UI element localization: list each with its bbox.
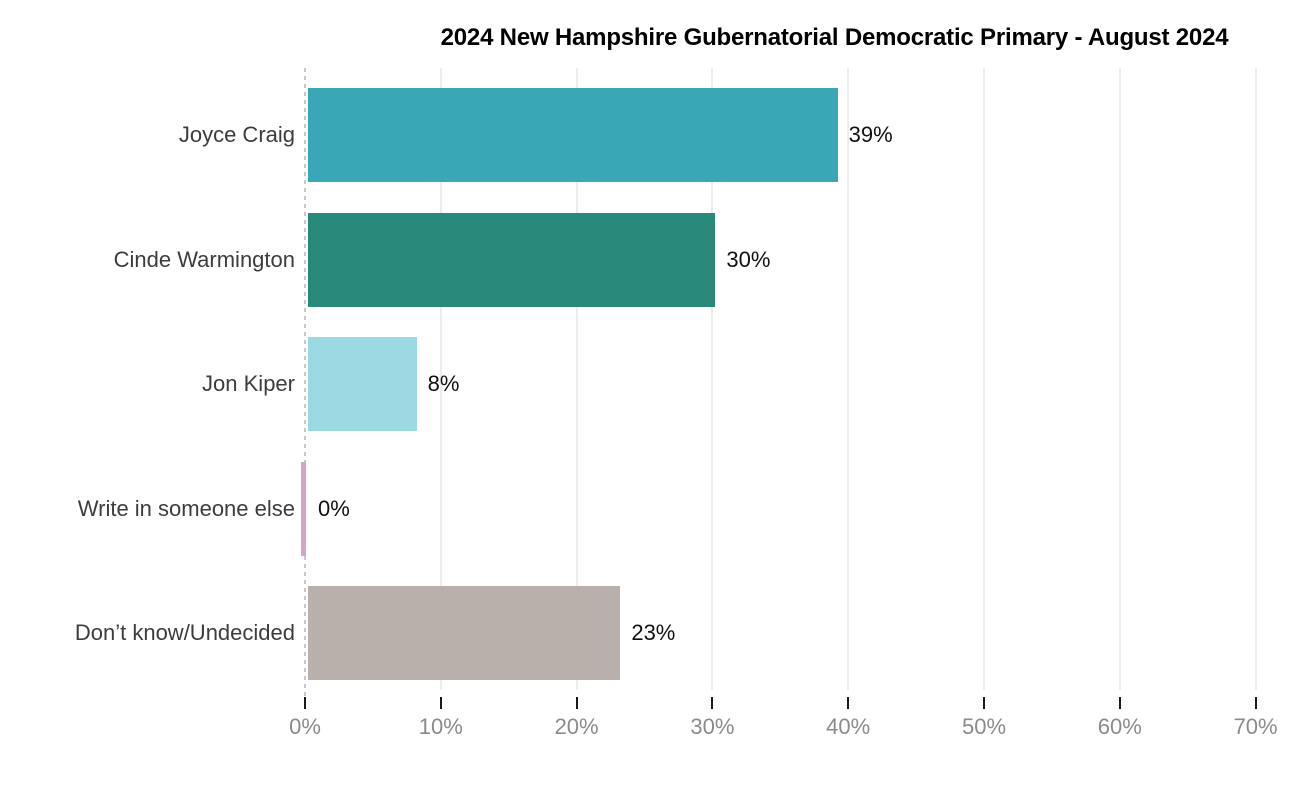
axis-tick (439, 697, 442, 709)
axis-tick-label: 60% (1097, 714, 1142, 739)
bar-jon-kiper (308, 337, 417, 431)
value-label-jon-kiper: 8% (427, 371, 460, 396)
axis-tick (711, 697, 714, 709)
axis-tick (304, 697, 306, 709)
plot-area: 39% 30% 8% 0% 23% (301, 68, 1290, 697)
category-label-jon-kiper: Jon Kiper (202, 371, 295, 396)
axis-tick (575, 697, 578, 709)
value-label-joyce-craig: 39% (848, 122, 893, 147)
value-label-don-t-know-undecided: 23% (631, 620, 676, 645)
category-label-don-t-know-undecided: Don’t know/Undecided (74, 620, 295, 645)
axis-tick-label: 20% (554, 714, 599, 739)
gridline-30% (711, 68, 714, 690)
gridline-10% (439, 68, 442, 690)
axis-tick (1254, 697, 1257, 709)
axis-tick-label: 70% (1233, 714, 1278, 739)
axis-tick-label: 10% (418, 714, 463, 739)
zero-axis-line (304, 68, 306, 697)
chart-title: 2024 New Hampshire Gubernatorial Democra… (440, 24, 1229, 51)
category-label-write-in-someone-else: Write in someone else (77, 495, 295, 521)
gridline-50% (983, 68, 985, 690)
bar-write-in-someone-else (301, 461, 306, 556)
category-label-joyce-craig: Joyce Craig (178, 122, 295, 147)
axis-tick (847, 697, 850, 709)
category-label-cinde-warmington: Cinde Warmington (113, 246, 295, 272)
category-axis: Joyce Craig Cinde Warmington Jon Kiper Writ… (0, 68, 295, 690)
axis-tick-label: 50% (961, 714, 1007, 739)
x-axis: 0% 10% 20% 30% 40% 50% 60% 70% (289, 697, 1290, 767)
axis-tick (1118, 697, 1121, 709)
gridline-40% (847, 68, 850, 690)
axis-tick-label: 0% (289, 714, 321, 739)
value-label-write-in-someone-else: 0% (318, 495, 350, 521)
axis-tick (983, 697, 985, 709)
value-label-cinde-warmington: 30% (726, 246, 771, 272)
gridline-20% (575, 68, 578, 690)
axis-tick-label: 40% (826, 714, 871, 739)
bar-joyce-craig (308, 88, 838, 182)
bar-don-t-know-undecided (308, 586, 621, 680)
gridline-60% (1118, 68, 1121, 690)
gridline-70% (1254, 68, 1257, 690)
bar-cinde-warmington (308, 212, 716, 307)
axis-tick-label: 30% (690, 714, 735, 739)
